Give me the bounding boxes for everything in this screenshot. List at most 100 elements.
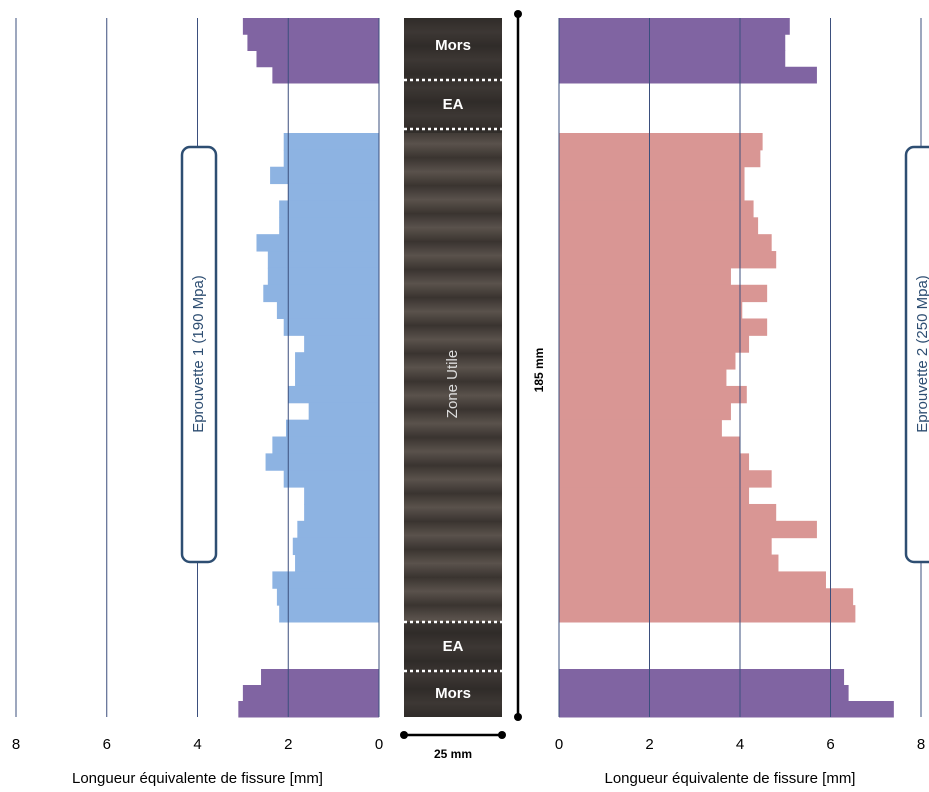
bar [279,200,379,218]
bar [559,234,772,252]
bar [559,503,777,522]
bar [559,183,745,201]
bar [559,200,754,218]
bar [559,669,845,686]
bar [256,234,379,252]
specimen: Mors EA Zone Utile EA Mors 185 mm 25 mm [400,10,546,761]
x-axis-label: Longueur équivalente de fissure [mm] [605,770,856,787]
bar [559,133,763,151]
bar [559,588,854,606]
bar [272,66,379,84]
bar [279,605,379,623]
bar [288,385,379,404]
zone-label: Zone Utile [444,350,461,418]
bar [308,402,379,421]
bar [559,318,768,336]
bar [559,284,768,303]
zone-label: EA [443,96,464,113]
bar [242,18,379,35]
annotation-box [180,145,218,564]
bar [247,34,379,51]
bar [559,267,731,286]
bar [283,149,379,168]
x-tick-label: 2 [284,736,292,753]
x-tick-label: 8 [917,736,925,753]
bar [559,217,759,235]
bar [265,453,379,471]
annotation-box [904,145,929,564]
bar [559,369,727,387]
length-label: 185 mm [532,348,546,393]
bar [242,685,379,702]
bar [559,605,856,623]
bar [283,318,379,336]
specimen-body [404,18,502,717]
bar [559,453,750,471]
x-tick-label: 0 [375,736,383,753]
bar [304,503,379,522]
zone-label: EA [443,638,464,655]
bar [238,701,379,718]
bar [559,419,722,438]
bar [559,34,786,51]
bar [295,554,379,572]
bar [295,369,379,387]
bar [283,470,379,488]
x-tick-label: 0 [555,736,563,753]
x-tick-label: 4 [193,736,201,753]
x-tick-label: 8 [12,736,20,753]
annotation: Eprouvette 2 (250 Mpa) [914,275,929,433]
bar [559,554,779,572]
bar [559,335,750,353]
bar [288,183,379,201]
bar [559,470,772,488]
bar [559,701,894,718]
bar [283,133,379,151]
bar [276,588,379,606]
length-end [514,10,522,18]
bar [559,487,750,505]
bar [267,251,379,269]
bar [559,251,777,269]
bar [295,352,379,370]
width-end [498,731,506,739]
x-tick-label: 4 [736,736,744,753]
bar [559,402,731,421]
bar [276,301,379,319]
specimen-grip [404,18,502,133]
bar [559,385,747,404]
zone-label: Mors [435,685,471,702]
x-tick-label: 2 [645,736,653,753]
bar [272,436,379,454]
length-end [514,713,522,721]
bar [559,301,743,319]
bar [297,520,379,539]
bar [559,149,761,168]
bar [559,166,745,185]
bar [559,66,817,84]
bar [261,669,379,686]
width-label: 25 mm [434,747,472,761]
bar [285,419,379,438]
bar [559,50,786,68]
bar [263,284,379,303]
bar [559,18,790,35]
bar [304,487,379,505]
bar [279,217,379,235]
bar [267,267,379,286]
bar [292,537,379,556]
bar [559,352,736,370]
bar [559,685,849,702]
bar [270,166,379,185]
bar [559,520,817,539]
x-axis-label: Longueur équivalente de fissure [mm] [72,770,323,787]
bar [559,537,772,556]
zone-label: Mors [435,37,471,54]
bar [256,50,379,68]
bar [304,335,379,353]
bar [559,571,826,589]
annotation: Eprouvette 1 (190 Mpa) [190,275,207,433]
x-tick-label: 6 [103,736,111,753]
x-tick-label: 6 [826,736,834,753]
